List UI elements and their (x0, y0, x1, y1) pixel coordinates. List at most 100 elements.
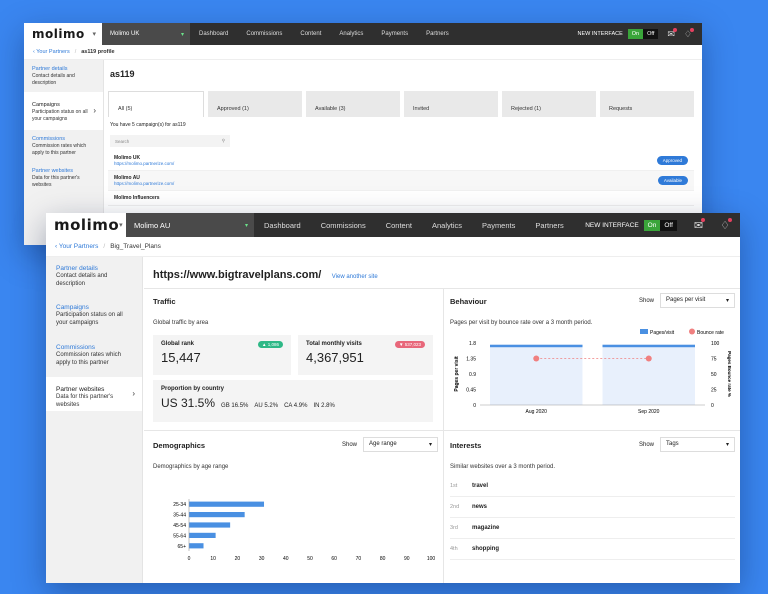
proportion-card: Proportion by country US 31.5% GB 16.5% … (153, 380, 433, 422)
y2-tick-label: 50 (711, 372, 717, 378)
breadcrumb-link[interactable]: ‹ Your Partners (33, 49, 70, 55)
megaphone-icon[interactable]: ✉ (693, 217, 706, 232)
table-row[interactable]: Molimo UK https://molimo.partnerize.com/ … (108, 151, 694, 171)
account-selector[interactable]: Molimo UK ▾ (102, 23, 190, 45)
list-item[interactable]: 3rd magazine (450, 518, 735, 539)
interface-toggle[interactable]: On Off (643, 219, 677, 231)
nav-commissions[interactable]: Commissions (246, 31, 283, 37)
nav-dashboard[interactable]: Dashboard (264, 220, 301, 230)
bar-fill (602, 344, 695, 405)
y-tick-label: 35-44 (173, 513, 186, 519)
sidebar-item-campaigns[interactable]: Campaigns Participation status on all you… (24, 92, 103, 130)
y2-tick-label: 75 (711, 357, 717, 363)
toggle-off[interactable]: Off (643, 29, 659, 39)
nav-content[interactable]: Content (300, 31, 322, 37)
demographics-chart: 25-34 35-44 45-54 55-64 65+0 10 20 30 40 50 60 70 80… (173, 499, 435, 562)
interests-show: Show Tags ▾ (639, 437, 735, 452)
age-range-select[interactable]: Age range ▾ (363, 437, 438, 452)
behaviour-show: Show Pages per visit ▾ (639, 293, 735, 308)
x-tick-label: 20 (235, 556, 241, 562)
new-interface-label: NEW INTERFACE (577, 31, 623, 37)
y-axis-label: Pages per visit (454, 356, 460, 392)
nav-right: NEW INTERFACE On Off ✉ ♢ (585, 217, 740, 232)
account-selector[interactable]: Molimo AU ▾ (126, 213, 254, 237)
logo-area: molimo ▾ (46, 213, 126, 237)
lightbulb-icon[interactable]: ♢ (720, 217, 732, 232)
x-tick-label: Sep 2020 (638, 409, 660, 415)
global-rank-card: Global rank 15,447 ▲ 1,086 (153, 335, 291, 375)
x-tick-label: 40 (283, 556, 289, 562)
nav-commissions[interactable]: Commissions (320, 220, 366, 230)
demographics-show: Show Age range ▾ (342, 437, 438, 452)
x-tick-label: 90 (404, 556, 410, 562)
status-badge: Available (657, 176, 688, 185)
nav-analytics[interactable]: Analytics (339, 31, 364, 37)
y2-tick-label: 0 (711, 403, 714, 409)
chevron-down-icon: ▾ (244, 222, 248, 229)
x-tick-label: 0 (188, 556, 191, 562)
tab-invited[interactable]: Invited (404, 91, 498, 117)
chevron-down-icon: ▾ (725, 442, 729, 448)
y-tick-label: 1.35 (466, 357, 476, 363)
sidebar-item-partner-websites[interactable]: Partner websites Data for this partner's … (32, 168, 80, 188)
nav-payments[interactable]: Payments (381, 31, 409, 37)
view-another-site-link[interactable]: View another site (331, 274, 378, 280)
nav-content[interactable]: Content (385, 220, 412, 230)
megaphone-icon[interactable]: ✉ (667, 27, 677, 39)
table-row[interactable]: Molimo Influencers (108, 191, 694, 206)
tab-approved[interactable]: Approved (1) (208, 91, 302, 117)
list-item[interactable]: 2nd news (450, 497, 735, 518)
table-row[interactable]: Molimo AU https://molimo.partnerize.com/ … (108, 171, 694, 191)
x-tick-label: Aug 2020 (526, 409, 548, 415)
breadcrumb-separator: / (74, 49, 77, 55)
show-label: Show (341, 441, 357, 448)
campaign-tabs: All (5) Approved (1) Available (3) Invit… (108, 91, 694, 117)
toggle-off[interactable]: Off (660, 219, 677, 231)
nav-partners[interactable]: Partners (426, 31, 449, 37)
breadcrumb-link[interactable]: ‹ Your Partners (55, 243, 99, 250)
chevron-down-icon[interactable]: ▾ (119, 222, 123, 229)
sidebar-item-partner-details[interactable]: Partner details Contact details and descr… (56, 265, 108, 288)
campaign-url[interactable]: https://molimo.partnerize.com/ (114, 161, 175, 166)
top-nav: molimo ▾ Molimo AU ▾ Dashboard Commissio… (46, 213, 740, 237)
country-list: US 31.5% GB 16.5% AU 5.2% CA 4.9% IN 2.8… (161, 396, 425, 410)
pages-per-visit-select[interactable]: Pages per visit ▾ (660, 293, 735, 308)
visits-change-badge: ▼ 537,023 (395, 341, 425, 348)
nav-partners[interactable]: Partners (535, 220, 564, 230)
bar-fill (490, 344, 583, 405)
campaign-url[interactable]: https://molimo.partnerize.com/ (114, 181, 175, 186)
tab-all[interactable]: All (5) (108, 91, 204, 117)
chevron-down-icon[interactable]: ▾ (92, 31, 96, 38)
tab-available[interactable]: Available (3) (306, 91, 400, 117)
interface-toggle[interactable]: On Off (627, 29, 659, 39)
page-title: as119 (110, 69, 135, 79)
sidebar-item-commissions[interactable]: Commissions Commission rates which apply … (56, 344, 122, 367)
x-tick-label: 70 (356, 556, 362, 562)
list-item[interactable]: 4th shopping (450, 539, 735, 560)
nav-payments[interactable]: Payments (482, 220, 516, 230)
toggle-on[interactable]: On (627, 29, 644, 39)
tags-select[interactable]: Tags ▾ (660, 437, 735, 452)
site-url: https://www.bigtravelplans.com/ (153, 269, 322, 281)
y2-tick-label: 100 (711, 341, 720, 347)
sidebar-item-commissions[interactable]: Commissions Commission rates which apply … (32, 136, 87, 156)
sidebar-item-partner-websites[interactable]: Partner websites Data for this partner's … (46, 377, 142, 411)
top-nav: molimo ▾ Molimo UK ▾ Dashboard Commissio… (24, 23, 702, 45)
divider (144, 430, 740, 431)
behaviour-panel: Behaviour Show Pages per visit ▾ Pages pe… (450, 293, 735, 427)
nav-dashboard[interactable]: Dashboard (199, 31, 229, 37)
list-item[interactable]: 1st travel (450, 476, 735, 497)
new-interface-label: NEW INTERFACE (585, 221, 639, 229)
top-country: US 31.5% (161, 396, 216, 410)
nav-analytics[interactable]: Analytics (432, 220, 463, 230)
divider (144, 288, 740, 289)
sidebar-item-campaigns[interactable]: Campaigns Participation status on all you… (56, 304, 123, 327)
interests-title: Interests (450, 441, 482, 450)
bar (189, 532, 216, 538)
toggle-on[interactable]: On (643, 219, 661, 231)
search-input[interactable]: Search ⚲ (110, 135, 230, 147)
lightbulb-icon[interactable]: ♢ (683, 27, 694, 39)
sidebar-item-partner-details[interactable]: Partner details Contact details and descr… (32, 66, 75, 86)
tab-requests[interactable]: Requests (600, 91, 694, 117)
tab-rejected[interactable]: Rejected (1) (502, 91, 596, 117)
